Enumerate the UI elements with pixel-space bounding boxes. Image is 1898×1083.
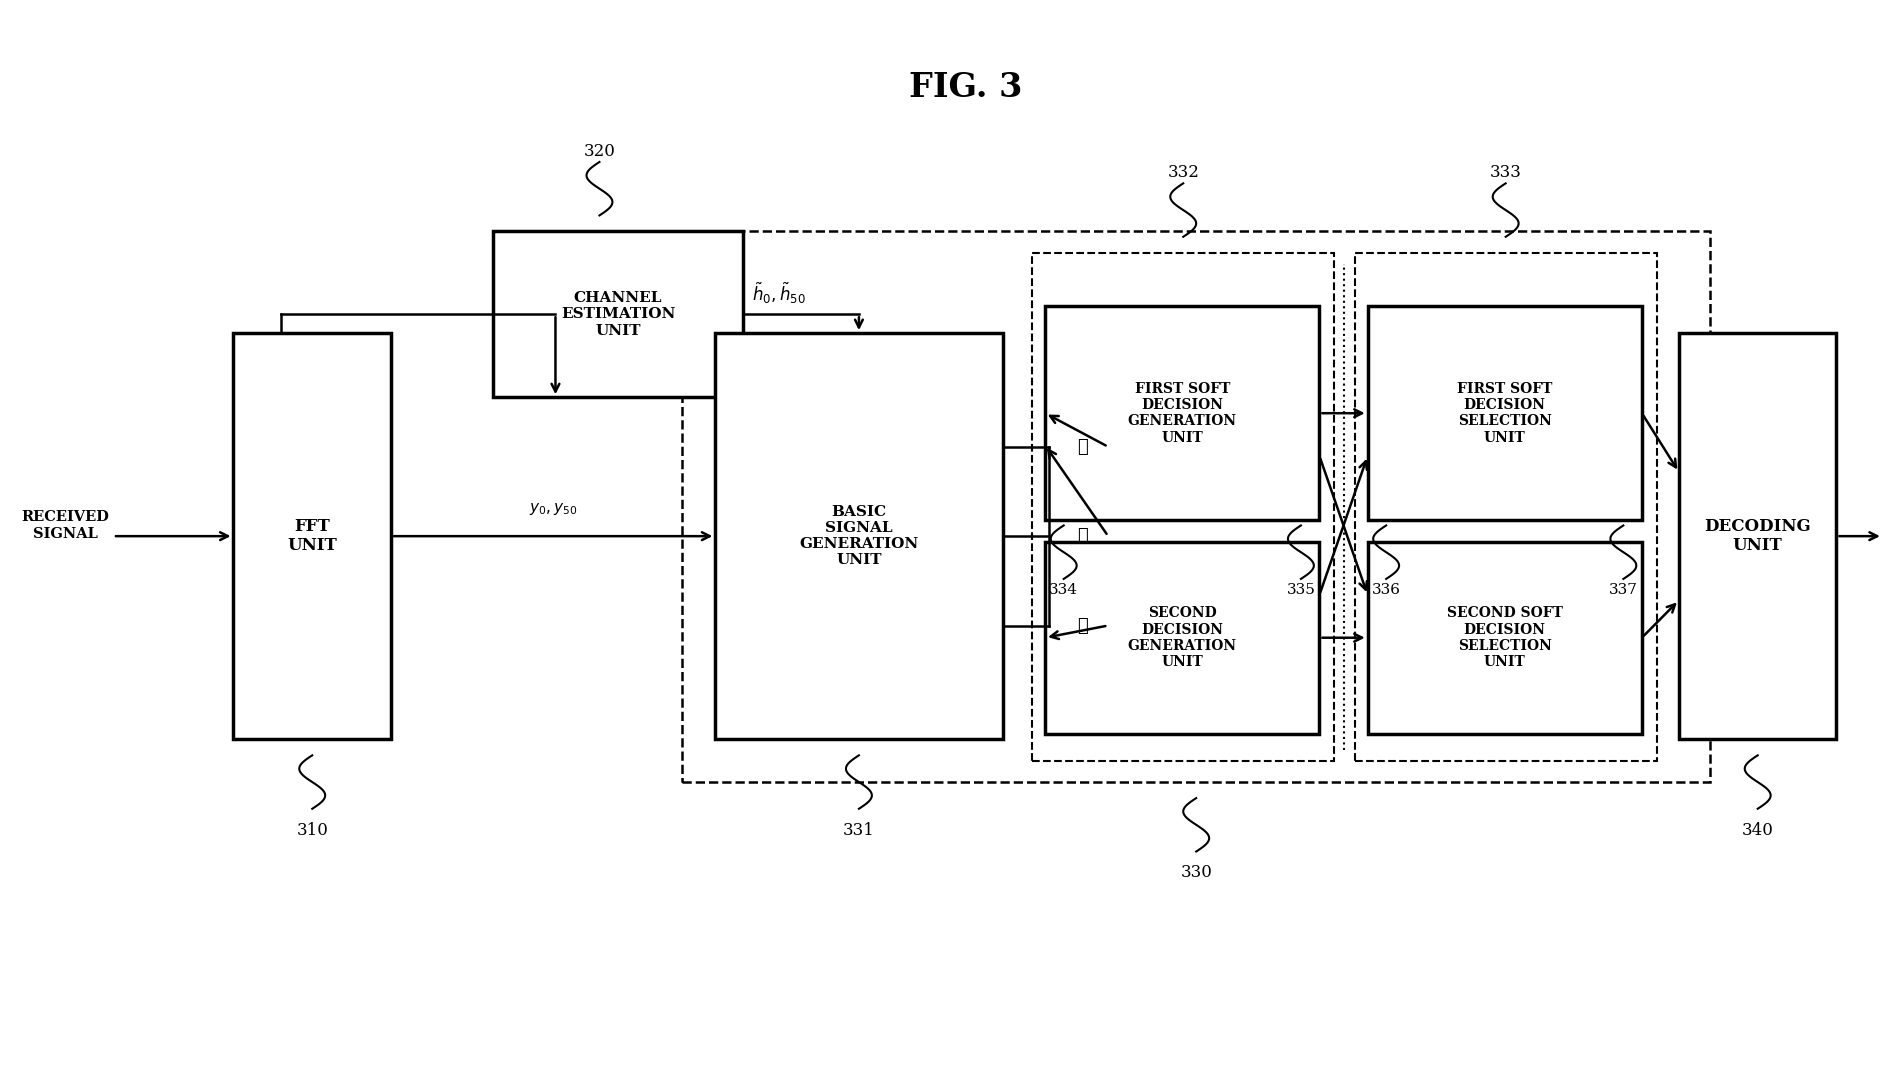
Text: CHANNEL
ESTIMATION
UNIT: CHANNEL ESTIMATION UNIT xyxy=(560,291,676,338)
Text: ①: ① xyxy=(1076,438,1088,456)
Text: FIRST SOFT
DECISION
SELECTION
UNIT: FIRST SOFT DECISION SELECTION UNIT xyxy=(1456,382,1551,444)
Text: 320: 320 xyxy=(583,143,615,160)
Text: 337: 337 xyxy=(1608,583,1636,597)
FancyBboxPatch shape xyxy=(1678,334,1835,740)
Text: FFT
UNIT: FFT UNIT xyxy=(287,518,338,554)
FancyBboxPatch shape xyxy=(1367,306,1642,520)
Text: RECEIVED
SIGNAL: RECEIVED SIGNAL xyxy=(21,510,110,540)
FancyBboxPatch shape xyxy=(1044,542,1319,734)
Text: 334: 334 xyxy=(1048,583,1078,597)
FancyBboxPatch shape xyxy=(493,232,742,397)
Text: 330: 330 xyxy=(1181,864,1211,882)
Text: ②: ② xyxy=(1076,527,1088,545)
Text: 336: 336 xyxy=(1370,583,1401,597)
FancyBboxPatch shape xyxy=(233,334,391,740)
Text: $\tilde{h}_0, \tilde{h}_{50}$: $\tilde{h}_0, \tilde{h}_{50}$ xyxy=(752,280,807,305)
Text: 332: 332 xyxy=(1167,165,1198,181)
Text: BASIC
SIGNAL
GENERATION
UNIT: BASIC SIGNAL GENERATION UNIT xyxy=(799,505,919,567)
Text: SECOND SOFT
DECISION
SELECTION
UNIT: SECOND SOFT DECISION SELECTION UNIT xyxy=(1446,606,1562,669)
Text: 333: 333 xyxy=(1488,165,1520,181)
Text: 331: 331 xyxy=(843,822,875,838)
FancyBboxPatch shape xyxy=(1367,542,1642,734)
Text: FIG. 3: FIG. 3 xyxy=(909,70,1021,104)
FancyBboxPatch shape xyxy=(1044,306,1319,520)
Text: 335: 335 xyxy=(1285,583,1315,597)
Text: FIRST SOFT
DECISION
GENERATION
UNIT: FIRST SOFT DECISION GENERATION UNIT xyxy=(1127,382,1236,444)
Text: ③: ③ xyxy=(1076,616,1088,635)
Text: 310: 310 xyxy=(296,822,328,838)
Text: SECOND
DECISION
GENERATION
UNIT: SECOND DECISION GENERATION UNIT xyxy=(1127,606,1236,669)
FancyBboxPatch shape xyxy=(716,334,1002,740)
Text: 340: 340 xyxy=(1740,822,1773,838)
Text: $y_0, y_{50}$: $y_0, y_{50}$ xyxy=(530,501,577,518)
Text: DECODING
UNIT: DECODING UNIT xyxy=(1703,518,1811,554)
